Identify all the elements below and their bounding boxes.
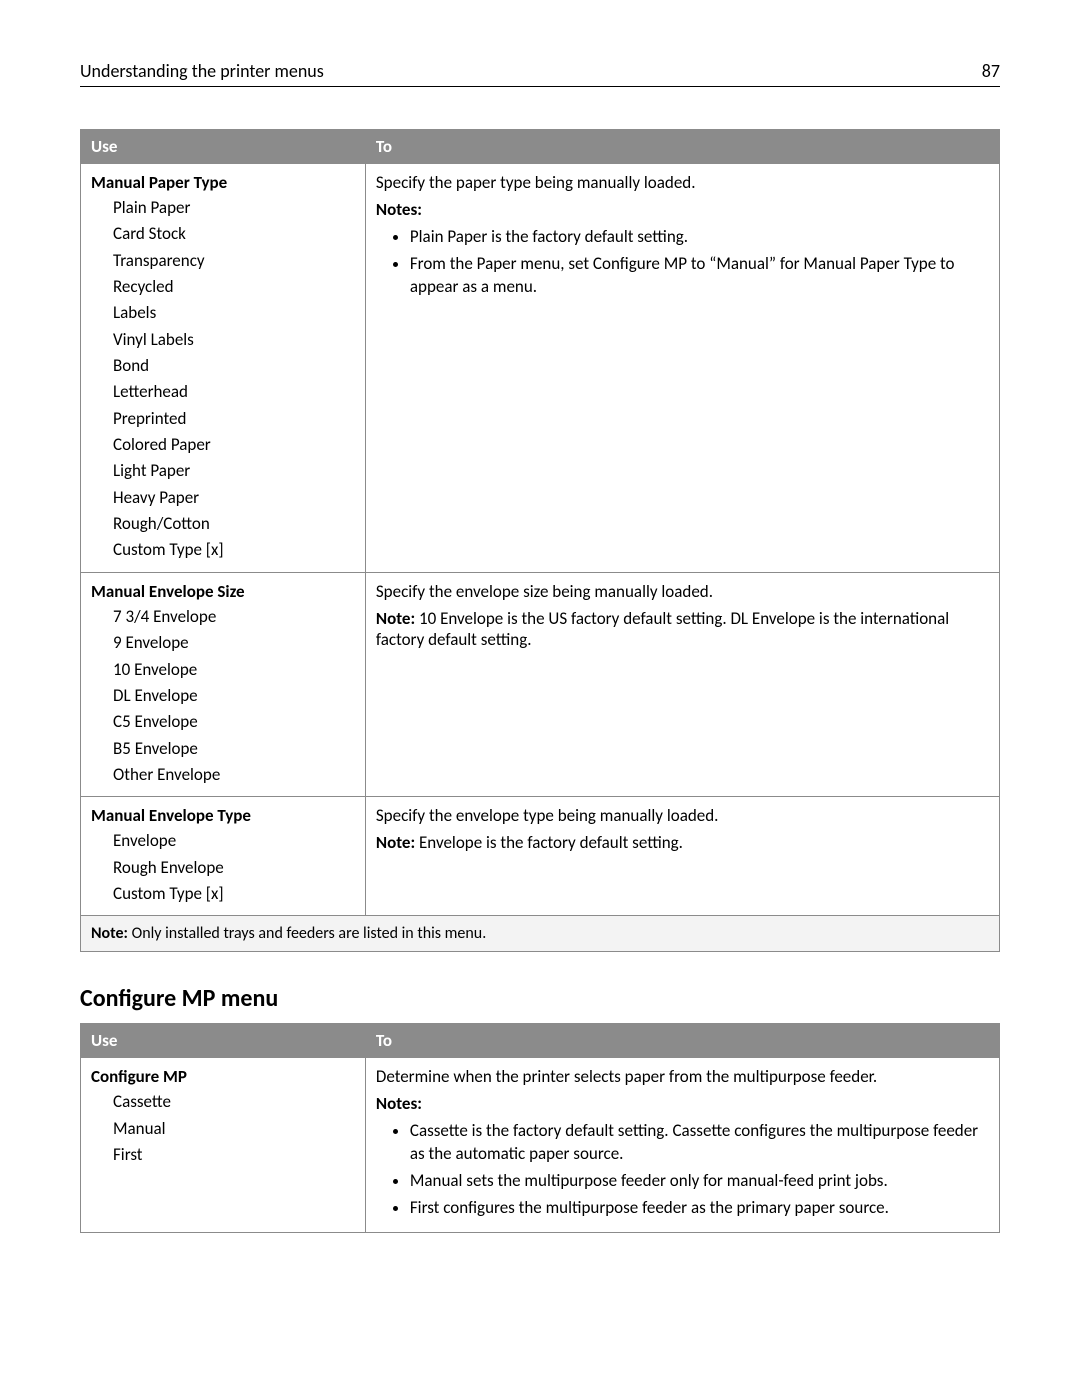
table-row: Manual Envelope Type Envelope Rough Enve… — [81, 797, 1000, 916]
option: Labels — [113, 300, 355, 326]
menu-table-configure-mp: Use To Configure MP Cassette Manual Firs… — [80, 1023, 1000, 1233]
option: 10 Envelope — [113, 657, 355, 683]
option: DL Envelope — [113, 683, 355, 709]
table-footnote-row: Note: Only installed trays and feeders a… — [81, 916, 1000, 952]
option: Rough Envelope — [113, 855, 355, 881]
page-number: 87 — [982, 60, 1000, 82]
use-title: Manual Envelope Size — [91, 581, 245, 602]
option: Other Envelope — [113, 762, 355, 788]
option: 9 Envelope — [113, 630, 355, 656]
table-row: Configure MP Cassette Manual First Deter… — [81, 1058, 1000, 1233]
option: Custom Type [x] — [113, 881, 355, 907]
option-list: Plain Paper Card Stock Transparency Recy… — [113, 195, 355, 564]
option: Envelope — [113, 828, 355, 854]
option: Bond — [113, 353, 355, 379]
header-title: Understanding the printer menus — [80, 60, 324, 82]
use-title: Manual Paper Type — [91, 172, 227, 193]
use-title: Manual Envelope Type — [91, 805, 251, 826]
option: Letterhead — [113, 379, 355, 405]
note-inline: Note: 10 Envelope is the US factory defa… — [376, 608, 989, 650]
col-use: Use — [81, 1024, 366, 1058]
notes-list: Plain Paper is the factory default setti… — [410, 226, 989, 299]
option: Plain Paper — [113, 195, 355, 221]
col-to: To — [365, 1024, 999, 1058]
option: Rough/Cotton — [113, 511, 355, 537]
option: B5 Envelope — [113, 736, 355, 762]
option: Cassette — [113, 1089, 355, 1115]
note-bullet: Cassette is the factory default setting.… — [410, 1120, 989, 1166]
option: Transparency — [113, 248, 355, 274]
page-header: Understanding the printer menus 87 — [80, 60, 1000, 87]
footnote-text: Only installed trays and feeders are lis… — [132, 924, 487, 943]
note-text: Envelope is the factory default setting. — [419, 832, 683, 853]
option: Custom Type [x] — [113, 537, 355, 563]
notes-label: Notes: — [376, 199, 989, 220]
option-list: Cassette Manual First — [113, 1089, 355, 1168]
table-row: Manual Paper Type Plain Paper Card Stock… — [81, 164, 1000, 573]
option: Card Stock — [113, 221, 355, 247]
note-bullet: Plain Paper is the factory default setti… — [410, 226, 989, 249]
option: Light Paper — [113, 458, 355, 484]
to-lead: Specify the envelope size being manually… — [376, 581, 989, 602]
option: Recycled — [113, 274, 355, 300]
col-to: To — [365, 130, 999, 164]
option: Manual — [113, 1116, 355, 1142]
note-label: Note: — [376, 608, 415, 629]
option: 7 3/4 Envelope — [113, 604, 355, 630]
menu-table-paper: Use To Manual Paper Type Plain Paper Car… — [80, 129, 1000, 952]
note-bullet: Manual sets the multipurpose feeder only… — [410, 1170, 989, 1193]
to-lead: Determine when the printer selects paper… — [376, 1066, 989, 1087]
option-list: Envelope Rough Envelope Custom Type [x] — [113, 828, 355, 907]
notes-label: Notes: — [376, 1093, 989, 1114]
col-use: Use — [81, 130, 366, 164]
to-lead: Specify the paper type being manually lo… — [376, 172, 989, 193]
note-bullet: First configures the multipurpose feeder… — [410, 1197, 989, 1220]
option: Preprinted — [113, 406, 355, 432]
option: Heavy Paper — [113, 485, 355, 511]
option: Colored Paper — [113, 432, 355, 458]
table-row: Manual Envelope Size 7 3/4 Envelope 9 En… — [81, 572, 1000, 796]
option: First — [113, 1142, 355, 1168]
note-bullet: From the Paper menu, set Configure MP to… — [410, 253, 989, 299]
option: Vinyl Labels — [113, 327, 355, 353]
use-title: Configure MP — [91, 1066, 187, 1087]
note-text: 10 Envelope is the US factory default se… — [376, 608, 949, 650]
notes-list: Cassette is the factory default setting.… — [410, 1120, 989, 1220]
to-lead: Specify the envelope type being manually… — [376, 805, 989, 826]
option-list: 7 3/4 Envelope 9 Envelope 10 Envelope DL… — [113, 604, 355, 788]
note-label: Note: — [376, 832, 415, 853]
note-inline: Note: Envelope is the factory default se… — [376, 832, 989, 853]
option: C5 Envelope — [113, 709, 355, 735]
section-title-configure-mp: Configure MP menu — [80, 984, 1000, 1013]
footnote-label: Note: — [91, 924, 128, 943]
